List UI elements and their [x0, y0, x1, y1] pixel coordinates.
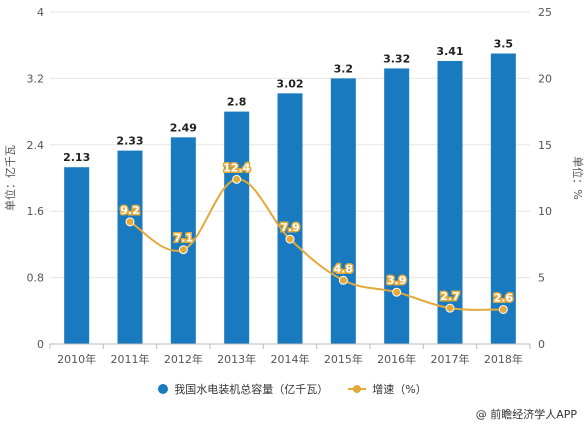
bar	[117, 150, 143, 344]
y-left-tick-label: 2.4	[27, 139, 45, 152]
line-value-label: 3.9	[387, 274, 407, 287]
bar	[384, 68, 410, 344]
line-point	[232, 174, 242, 184]
y-right-tick-label: 20	[538, 72, 552, 85]
bar-value-label: 3.32	[383, 52, 410, 65]
line-point	[338, 275, 348, 285]
y-right-tick-label: 0	[538, 338, 545, 351]
line-point	[178, 245, 188, 255]
bar-value-label: 2.33	[116, 135, 143, 148]
legend-item-growth[interactable]: 增速（%）	[348, 381, 427, 397]
bar-value-label: 3.02	[276, 77, 303, 90]
y-axis-left-title: 单位：亿千瓦	[3, 145, 17, 211]
x-tick-label: 2010年	[57, 352, 96, 366]
y-left-tick-label: 1.6	[27, 205, 45, 218]
bar	[490, 53, 516, 344]
x-tick-label: 2015年	[324, 352, 363, 366]
line-value-label: 9.2	[120, 204, 140, 217]
x-tick-label: 2018年	[484, 352, 523, 366]
source-credit: @ 前瞻经济学人APP	[475, 408, 577, 421]
x-tick-label: 2012年	[164, 352, 203, 366]
x-tick-label: 2013年	[217, 352, 256, 366]
x-tick-label: 2016年	[377, 352, 416, 366]
bar-series: 2.13 2.33 2.49 2.8 3.02 3.2 3.32 3.41 3.5	[63, 38, 516, 345]
bar-value-label: 3.2	[334, 62, 354, 75]
legend-label-capacity: 我国水电装机总容量（亿千瓦）	[174, 383, 329, 396]
bar-value-label: 2.49	[170, 121, 197, 134]
y-right-tick-label: 15	[538, 139, 552, 152]
axes: 0 0.8 1.6 2.4 3.2 4 0 5 10 15 20 25 2010年 2011年 2012年 2…	[27, 6, 553, 366]
bar	[170, 137, 196, 344]
legend-label-growth: 增速（%）	[372, 383, 427, 396]
bar	[437, 60, 463, 344]
bar	[330, 78, 356, 345]
bar-value-label: 3.5	[494, 38, 514, 51]
y-left-tick-label: 3.2	[27, 72, 45, 85]
line-value-label: 7.1	[174, 232, 194, 245]
x-tick-label: 2017年	[431, 352, 470, 366]
bar-value-label: 2.8	[227, 96, 247, 109]
y-left-tick-label: 4	[37, 6, 44, 19]
y-left-tick-label: 0.8	[27, 272, 45, 285]
y-right-tick-label: 10	[538, 205, 552, 218]
line-value-label: 2.7	[440, 290, 460, 303]
x-tick-label: 2011年	[111, 352, 150, 366]
legend: 我国水电装机总容量（亿千瓦） 增速（%）	[0, 381, 585, 397]
line-point	[445, 303, 455, 313]
y-axis-right-title: 单位：%	[571, 156, 585, 199]
line-series: 9.2 7.1 12.4 7.9 4.8 3.9 2.7 2.6	[119, 160, 515, 314]
bar	[224, 111, 250, 344]
line-point	[498, 304, 508, 314]
y-right-tick-label: 25	[538, 6, 552, 19]
line-point	[285, 234, 295, 244]
legend-bar-swatch	[158, 384, 169, 394]
x-tick-label: 2014年	[271, 352, 310, 366]
line-value-label: 12.4	[223, 161, 250, 174]
line-value-label: 4.8	[334, 262, 354, 275]
line-point	[392, 287, 402, 297]
legend-item-capacity[interactable]: 我国水电装机总容量（亿千瓦）	[158, 381, 328, 397]
line-point	[125, 217, 135, 227]
bar-value-label: 2.13	[63, 151, 90, 164]
line-value-label: 2.6	[494, 291, 514, 304]
y-right-tick-label: 5	[538, 272, 545, 285]
legend-line-swatch	[348, 384, 367, 394]
y-left-tick-label: 0	[37, 338, 44, 351]
bar-value-label: 3.41	[436, 45, 463, 58]
line-value-label: 7.9	[280, 221, 300, 234]
growth-line	[129, 178, 504, 311]
bar	[277, 93, 303, 344]
bar	[64, 167, 90, 344]
